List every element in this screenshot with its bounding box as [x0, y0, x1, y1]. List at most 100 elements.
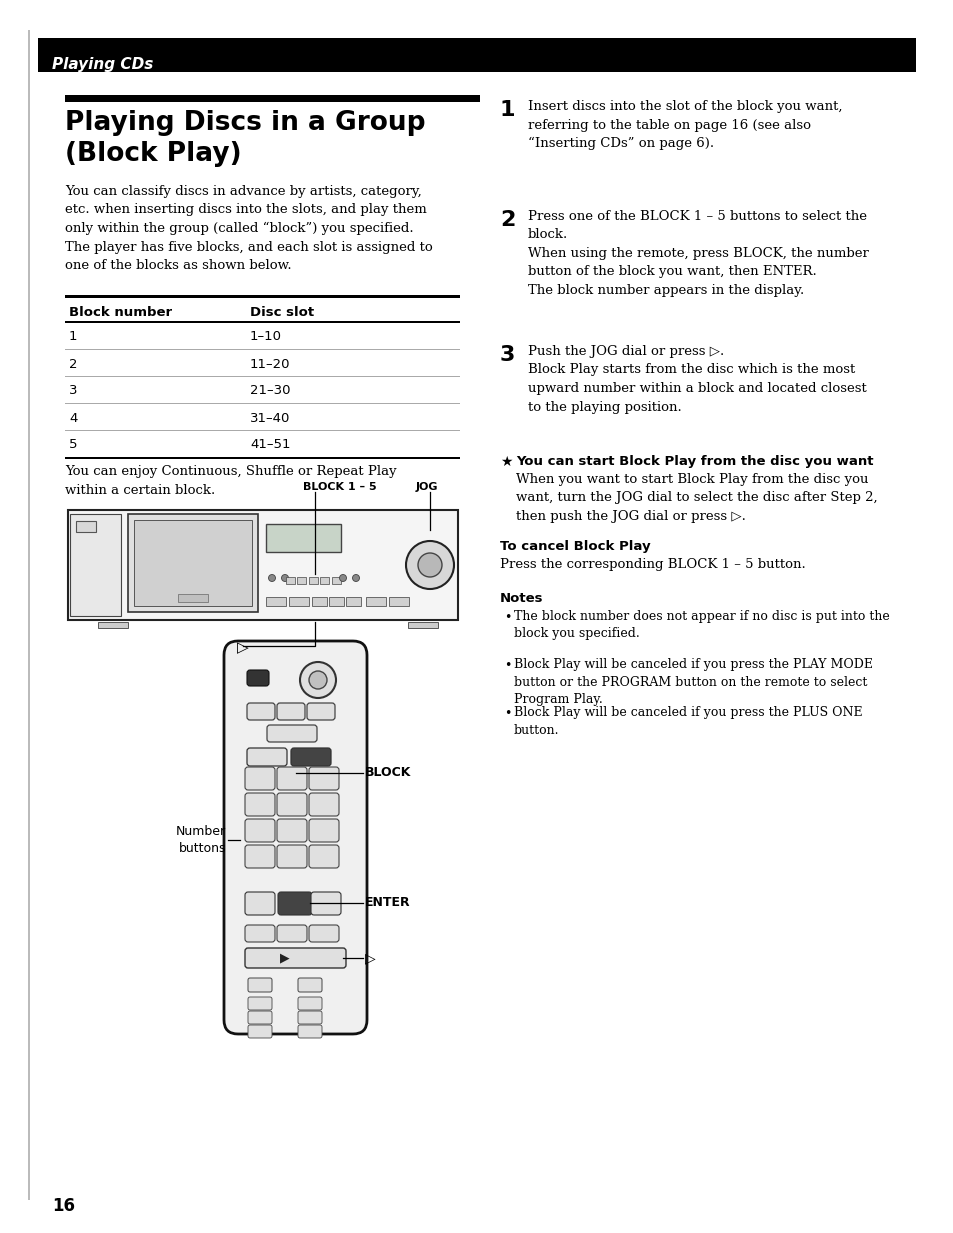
FancyBboxPatch shape	[247, 703, 274, 720]
Text: 1: 1	[69, 330, 77, 344]
FancyBboxPatch shape	[248, 997, 272, 1010]
Text: Block Play will be canceled if you press the PLUS ONE
button.: Block Play will be canceled if you press…	[514, 707, 862, 736]
Bar	[65, 295, 459, 298]
Text: Number
buttons: Number buttons	[175, 825, 226, 854]
Text: 16: 16	[52, 1197, 75, 1215]
Bar	[366, 597, 386, 605]
Bar	[312, 597, 327, 605]
Text: JOG: JOG	[416, 482, 438, 492]
Text: •: •	[503, 612, 511, 624]
Bar	[266, 524, 340, 552]
FancyBboxPatch shape	[309, 925, 338, 942]
Circle shape	[309, 671, 327, 689]
Bar	[286, 577, 294, 584]
Text: ▶: ▶	[280, 952, 290, 964]
Bar	[266, 597, 286, 605]
Circle shape	[352, 575, 359, 582]
FancyBboxPatch shape	[248, 1011, 272, 1023]
Bar	[128, 514, 257, 612]
Text: ▷: ▷	[365, 951, 375, 965]
FancyBboxPatch shape	[309, 819, 338, 842]
Text: 21–30: 21–30	[250, 385, 291, 397]
FancyBboxPatch shape	[291, 748, 331, 766]
Text: ENTER: ENTER	[365, 896, 410, 910]
FancyBboxPatch shape	[309, 845, 338, 868]
FancyBboxPatch shape	[245, 819, 274, 842]
FancyBboxPatch shape	[276, 819, 307, 842]
Bar	[178, 594, 208, 602]
FancyBboxPatch shape	[276, 703, 305, 720]
Bar	[65, 95, 479, 102]
Text: ▷: ▷	[237, 640, 249, 656]
FancyBboxPatch shape	[245, 793, 274, 816]
Text: Block number: Block number	[69, 306, 172, 318]
Bar	[65, 457, 459, 459]
FancyBboxPatch shape	[245, 925, 274, 942]
Bar	[389, 597, 409, 605]
FancyBboxPatch shape	[245, 891, 274, 915]
Text: To cancel Block Play: To cancel Block Play	[499, 540, 650, 552]
Bar	[408, 621, 437, 628]
FancyBboxPatch shape	[245, 767, 274, 790]
FancyBboxPatch shape	[245, 948, 346, 968]
Text: 41–51: 41–51	[250, 439, 291, 451]
Circle shape	[339, 575, 346, 582]
FancyBboxPatch shape	[277, 891, 312, 915]
Text: The block number does not appear if no disc is put into the
block you specified.: The block number does not appear if no d…	[514, 610, 889, 640]
Text: 3: 3	[499, 345, 515, 365]
FancyBboxPatch shape	[311, 891, 340, 915]
Text: Playing CDs: Playing CDs	[52, 57, 153, 72]
Text: You can classify discs in advance by artists, category,
etc. when inserting disc: You can classify discs in advance by art…	[65, 185, 433, 272]
FancyBboxPatch shape	[247, 670, 269, 686]
FancyBboxPatch shape	[245, 845, 274, 868]
Text: Block Play will be canceled if you press the PLAY MODE
button or the PROGRAM but: Block Play will be canceled if you press…	[514, 658, 872, 707]
Text: Notes: Notes	[499, 592, 543, 605]
Text: Press the corresponding BLOCK 1 – 5 button.: Press the corresponding BLOCK 1 – 5 butt…	[499, 559, 805, 571]
FancyBboxPatch shape	[248, 978, 272, 993]
Text: 31–40: 31–40	[250, 412, 290, 424]
FancyBboxPatch shape	[309, 767, 338, 790]
Bar	[332, 577, 340, 584]
Text: 11–20: 11–20	[250, 358, 291, 370]
Bar	[133, 520, 252, 605]
Text: ★: ★	[499, 455, 512, 469]
Bar	[68, 510, 457, 620]
Text: 1: 1	[499, 100, 515, 120]
FancyBboxPatch shape	[247, 748, 287, 766]
Text: •: •	[503, 707, 511, 720]
FancyBboxPatch shape	[248, 1025, 272, 1038]
Bar	[320, 577, 329, 584]
Text: 2: 2	[499, 210, 515, 231]
Bar	[98, 621, 128, 628]
Bar	[309, 577, 317, 584]
FancyBboxPatch shape	[276, 925, 307, 942]
Text: You can start Block Play from the disc you want: You can start Block Play from the disc y…	[516, 455, 873, 469]
Text: You can enjoy Continuous, Shuffle or Repeat Play
within a certain block.: You can enjoy Continuous, Shuffle or Rep…	[65, 465, 396, 497]
Bar	[28, 30, 30, 1200]
Text: BLOCK 1 – 5: BLOCK 1 – 5	[303, 482, 376, 492]
FancyBboxPatch shape	[307, 703, 335, 720]
Bar	[289, 597, 309, 605]
Text: BLOCK: BLOCK	[365, 767, 411, 779]
FancyBboxPatch shape	[224, 641, 367, 1034]
FancyBboxPatch shape	[276, 845, 307, 868]
Bar	[329, 597, 344, 605]
Bar	[297, 577, 306, 584]
Text: Press one of the BLOCK 1 – 5 buttons to select the
block.
When using the remote,: Press one of the BLOCK 1 – 5 buttons to …	[527, 210, 868, 297]
Text: Insert discs into the slot of the block you want,
referring to the table on page: Insert discs into the slot of the block …	[527, 100, 841, 150]
Circle shape	[299, 662, 335, 698]
Text: Playing Discs in a Group
(Block Play): Playing Discs in a Group (Block Play)	[65, 110, 425, 166]
FancyBboxPatch shape	[297, 997, 322, 1010]
Circle shape	[268, 575, 275, 582]
Circle shape	[281, 575, 288, 582]
FancyBboxPatch shape	[276, 793, 307, 816]
Bar	[76, 522, 96, 531]
Bar	[65, 322, 459, 323]
Circle shape	[406, 541, 454, 589]
Bar	[346, 597, 360, 605]
Text: 5: 5	[69, 439, 77, 451]
Text: 2: 2	[69, 358, 77, 370]
FancyBboxPatch shape	[297, 1025, 322, 1038]
Circle shape	[417, 552, 441, 577]
Bar	[38, 38, 915, 72]
